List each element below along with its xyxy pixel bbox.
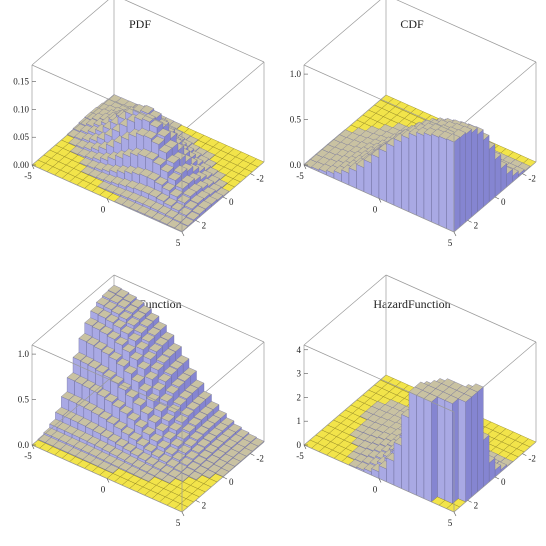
- hazard-y-tick-label: 0: [501, 477, 506, 487]
- survival-box-back-edge: [31, 274, 115, 346]
- hazard-y-tick-label: -2: [528, 454, 536, 464]
- pdf-x-tick-label: -5: [24, 171, 32, 181]
- pdf-y-tick-label: 2: [202, 220, 207, 230]
- survival-x-tick: [181, 511, 185, 517]
- pdf-box-front-edge: [31, 94, 115, 166]
- survival-y-tick-label: 0: [229, 477, 234, 487]
- cdf-x-tick-label: 0: [373, 205, 378, 215]
- cdf-x-tick: [453, 231, 457, 237]
- hazard-y-tick: [494, 476, 500, 480]
- cdf-x-tick: [303, 164, 307, 170]
- pdf-z-tick-label: 0.10: [13, 104, 29, 114]
- survival-box-front-edge: [31, 344, 183, 413]
- pdf-y-tick: [195, 220, 200, 223]
- survival-y-tick-label: 2: [202, 500, 207, 510]
- cdf-box-front-edge: [303, 64, 455, 133]
- hazard-x-tick: [453, 511, 457, 517]
- cdf-box-back-edge: [396, 0, 537, 63]
- cdf-panel: CDF 0.0 0.5 1.0 -5 0 5 2 0 -2: [290, 0, 537, 248]
- pdf-title: PDF: [129, 17, 151, 31]
- hazard-z-tick-label: 4: [297, 345, 302, 355]
- survival-x-tick-label: -5: [24, 451, 32, 461]
- pdf-z-tick-label: 0.15: [13, 77, 29, 87]
- hazard-x-tick-label: -5: [296, 451, 304, 461]
- hazard-z-tick-label: 2: [297, 392, 302, 402]
- pdf-y-tick: [250, 173, 255, 176]
- cdf-z-tick-label: 0.0: [290, 160, 302, 170]
- hazard-bar: [444, 395, 459, 505]
- hazard-bar: [423, 393, 438, 503]
- cdf-y-tick-label: 0: [501, 197, 506, 207]
- survival-y-tick: [222, 476, 228, 480]
- survival-box-back-edge: [113, 274, 265, 343]
- hazard-x-tick-label: 0: [373, 485, 378, 495]
- cdf-y-tick: [467, 220, 472, 223]
- survival-x-tick-label: 5: [176, 518, 181, 528]
- cdf-y-tick: [494, 196, 500, 200]
- cdf-y-tick-label: -2: [528, 174, 536, 184]
- pdf-box-back-edge: [181, 61, 265, 133]
- survival-x-tick: [31, 444, 35, 450]
- cdf-title: CDF: [400, 17, 424, 31]
- hazard-x-tick: [303, 444, 307, 450]
- cdf-box-back-edge: [303, 0, 381, 66]
- survival-z-tick-label: 0.5: [18, 395, 30, 405]
- hazard-z-tick-label: 3: [297, 369, 302, 379]
- pdf-box-back-edge: [124, 0, 265, 63]
- cdf-y-tick: [522, 173, 527, 176]
- hazard-y-tick: [522, 453, 527, 456]
- survival-z-tick-label: 1.0: [18, 349, 30, 359]
- pdf-x-tick-label: 0: [101, 205, 106, 215]
- hazard-z-tick-label: 0: [297, 440, 302, 450]
- pdf-z-tick-label: 0.05: [13, 132, 29, 142]
- hazard-title: HazardFunction: [373, 297, 450, 311]
- survival-box-front-edge: [31, 374, 115, 446]
- hazard-box-front-edge: [303, 374, 387, 446]
- pdf-z-tick-label: 0.00: [13, 160, 29, 170]
- survival-z-tick-label: 0.0: [18, 440, 30, 450]
- hazard-box-back-edge: [303, 274, 387, 346]
- pdf-y-tick: [222, 196, 228, 200]
- hazard-box-front-edge: [303, 344, 455, 413]
- pdf-box-back-edge: [31, 0, 109, 66]
- hazard-y-tick-label: 2: [474, 500, 479, 510]
- hazard-y-tick: [467, 500, 472, 503]
- cdf-z-tick-label: 1.0: [290, 69, 302, 79]
- pdf-x-tick: [106, 198, 110, 203]
- hazard-bar: [457, 393, 472, 503]
- pdf-x-tick-label: 5: [176, 238, 181, 248]
- survival-y-tick: [195, 500, 200, 503]
- cdf-z-tick-label: 0.5: [290, 115, 302, 125]
- cdf-y-tick-label: 2: [474, 220, 479, 230]
- pdf-panel: PDF 0.00 0.05 0.10 0.15 -5 0 5 2 0 -2: [13, 0, 265, 248]
- cdf-bar: [446, 133, 461, 233]
- survival-y-tick-label: -2: [256, 454, 264, 464]
- pdf-box-front-edge: [31, 64, 183, 133]
- survival-x-tick-label: 0: [101, 485, 106, 495]
- pdf-y-tick-label: -2: [256, 174, 264, 184]
- pdf-y-tick-label: 0: [229, 197, 234, 207]
- pdf-x-tick: [31, 164, 35, 170]
- cdf-box-back-edge: [453, 61, 537, 133]
- hazard-x-tick-label: 5: [448, 518, 453, 528]
- survival-y-tick: [250, 453, 255, 456]
- cdf-x-tick: [378, 198, 382, 203]
- cdf-box-front-edge: [303, 94, 387, 166]
- pdf-x-tick: [181, 231, 185, 237]
- cdf-x-tick-label: 5: [448, 238, 453, 248]
- hazard-box-back-edge: [385, 274, 537, 343]
- hazard-x-tick: [378, 478, 382, 483]
- cdf-x-tick-label: -5: [296, 171, 304, 181]
- hazard-z-tick-label: 1: [297, 416, 302, 426]
- survival-x-tick: [106, 478, 110, 483]
